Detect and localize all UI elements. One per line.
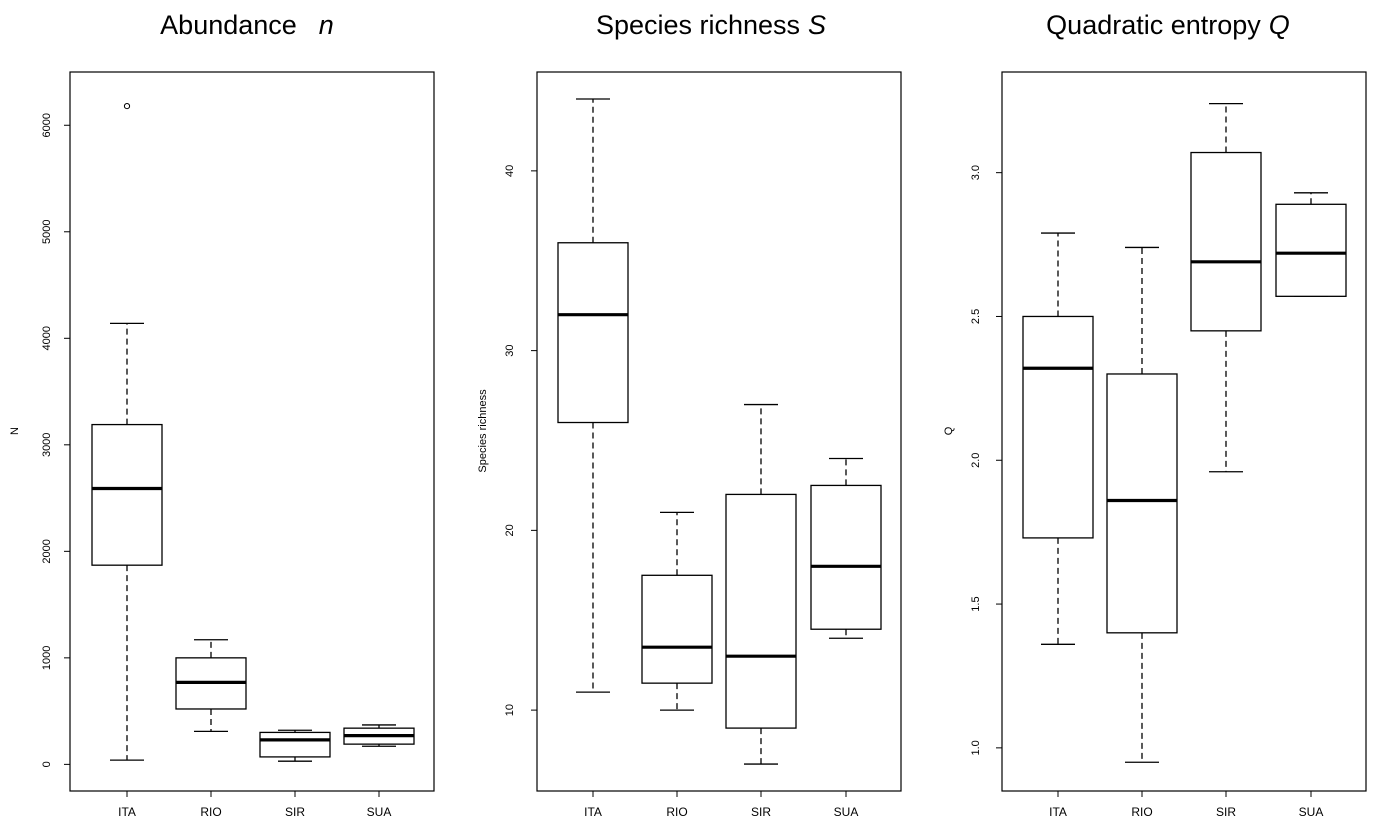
iqr-box — [91, 423, 163, 566]
y-tick-label: 1.5 — [970, 596, 982, 611]
box-rio — [175, 639, 247, 732]
x-tick-label: RIO — [666, 805, 687, 819]
y-axis-title: Q — [943, 426, 955, 435]
x-tick-label: RIO — [1131, 805, 1152, 819]
y-tick-label: 1000 — [41, 646, 53, 670]
box-sir — [1190, 102, 1262, 473]
panel-title-var: S — [808, 10, 826, 40]
plot-frame — [536, 71, 902, 792]
box-sir — [259, 729, 331, 762]
box-sua — [810, 457, 882, 639]
panel-title: Abundance n — [160, 10, 334, 40]
outlier-point — [123, 102, 131, 110]
box-sua — [343, 724, 415, 747]
x-tick-label: ITA — [118, 805, 136, 819]
y-tick-label: 3000 — [41, 433, 53, 457]
iqr-box — [1190, 151, 1262, 332]
box-sir — [725, 403, 797, 765]
boxes — [91, 102, 415, 762]
box-ita — [557, 98, 629, 693]
x-tick-label: SIR — [1216, 805, 1236, 819]
panel-title-text: Abundance — [160, 10, 297, 40]
panel-title: Species richness S — [596, 10, 826, 40]
x-axis: ITA RIO SIR SUA — [118, 791, 391, 819]
y-tick-label: 2000 — [41, 539, 53, 563]
iqr-box — [725, 493, 797, 729]
y-tick-label: 1.0 — [970, 740, 982, 755]
x-tick-label: RIO — [200, 805, 221, 819]
x-tick-label: SUA — [834, 805, 859, 819]
iqr-box — [641, 574, 713, 684]
box-sua — [1275, 192, 1347, 297]
x-tick-label: ITA — [1049, 805, 1067, 819]
y-tick-label: 2.0 — [970, 453, 982, 468]
panel-title-var: n — [319, 10, 334, 40]
y-tick-label: 10 — [504, 704, 516, 716]
panel-title-var: Q — [1269, 10, 1290, 40]
iqr-box — [1106, 373, 1178, 634]
y-tick-label: 20 — [504, 524, 516, 536]
box-ita — [1022, 232, 1094, 645]
x-tick-label: SIR — [751, 805, 771, 819]
y-tick-label: 40 — [504, 165, 516, 177]
box-ita — [91, 102, 163, 761]
panel-abundance: Abundance n 0 1000 2000 3000 4000 5000 6000 ITA… — [9, 10, 435, 819]
iqr-box — [1022, 315, 1094, 539]
iqr-box — [810, 484, 882, 630]
panel-title: Quadratic entropy Q — [1046, 10, 1290, 40]
panel-title-text: Species richness — [596, 10, 800, 40]
y-tick-label: 3.0 — [970, 165, 982, 180]
x-axis: ITA RIO SIR SUA — [1049, 791, 1323, 819]
plot-frame — [1001, 71, 1367, 792]
y-tick-label: 0 — [41, 761, 53, 767]
y-axis: 0 1000 2000 3000 4000 5000 6000 — [41, 113, 70, 767]
iqr-box — [1275, 203, 1347, 297]
x-tick-label: SIR — [285, 805, 305, 819]
iqr-box — [557, 242, 629, 424]
y-axis: 10 20 30 40 — [504, 165, 537, 716]
iqr-box — [259, 731, 331, 758]
x-tick-label: ITA — [584, 805, 602, 819]
box-rio — [641, 511, 713, 711]
y-tick-label: 6000 — [41, 113, 53, 137]
x-axis: ITA RIO SIR SUA — [584, 791, 858, 819]
y-tick-label: 2.5 — [970, 309, 982, 324]
y-axis: 1.0 1.5 2.0 2.5 3.0 — [970, 165, 1002, 756]
x-tick-label: SUA — [1299, 805, 1324, 819]
x-tick-label: SUA — [367, 805, 392, 819]
y-tick-label: 5000 — [41, 220, 53, 244]
y-axis-title: N — [9, 427, 21, 435]
y-tick-label: 30 — [504, 344, 516, 356]
plot-frame — [69, 71, 435, 792]
panel-quadratic-entropy: Quadratic entropy Q 1.0 1.5 2.0 2.5 3.0 ITA RI… — [943, 10, 1367, 819]
box-rio — [1106, 246, 1178, 763]
boxes — [1022, 102, 1347, 763]
panel-title-text: Quadratic entropy — [1046, 10, 1261, 40]
y-axis-title: Species richness — [477, 389, 489, 473]
y-tick-label: 4000 — [41, 326, 53, 350]
boxes — [557, 98, 882, 765]
